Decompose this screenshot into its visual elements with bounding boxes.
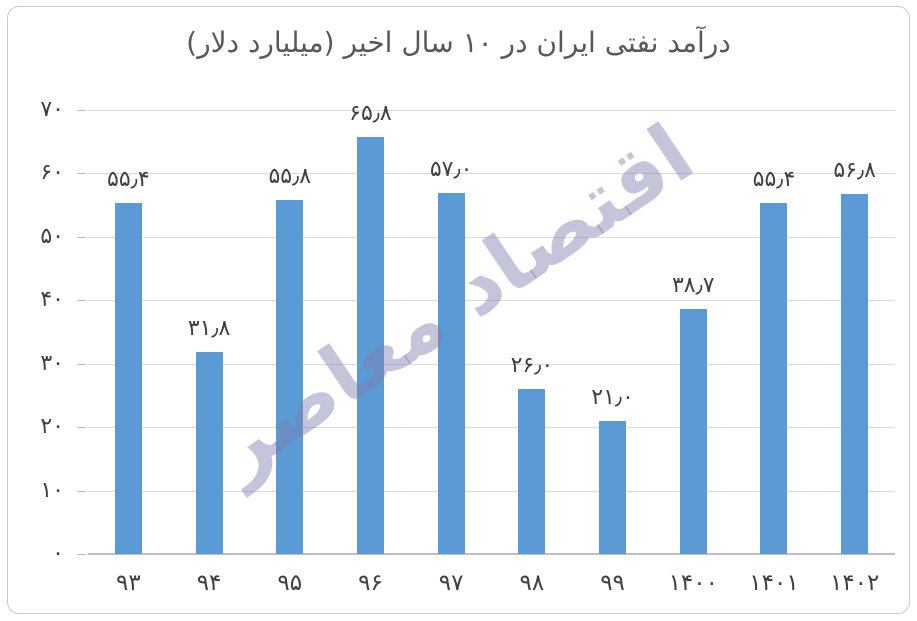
chart-title: درآمد نفتی ایران در ۱۰ سال اخیر (میلیارد… xyxy=(186,26,731,59)
bar-column: ۵۵٫۴ ۹۳ xyxy=(88,110,169,596)
bar xyxy=(114,202,142,554)
gridline xyxy=(88,491,895,492)
x-tick-label: ۹۶ xyxy=(358,570,383,596)
bar-value-label: ۳۱٫۸ xyxy=(187,316,231,342)
y-axis-tick xyxy=(77,364,86,365)
bar-value-label: ۳۸٫۷ xyxy=(671,272,715,298)
bar-value-label: ۲۱٫۰ xyxy=(591,384,634,410)
bar-value-label: ۵۵٫۴ xyxy=(107,166,150,192)
bar-column: ۵۶٫۸ ۱۴۰۲ xyxy=(814,110,895,596)
bar-column: ۵۷٫۰ ۹۷ xyxy=(411,110,492,597)
x-tick-label: ۹۸ xyxy=(519,570,545,596)
bar xyxy=(276,200,304,554)
bar xyxy=(518,389,546,554)
x-tick-label: ۹۵ xyxy=(277,570,303,596)
bar xyxy=(679,308,707,554)
bar-column: ۲۱٫۰ ۹۹ xyxy=(572,110,653,596)
bar-column: ۶۵٫۸ ۹۶ xyxy=(330,101,411,596)
bar-value-label: ۵۵٫۴ xyxy=(752,166,796,192)
x-tick-label: ۱۴۰۲ xyxy=(829,570,880,596)
x-tick-label: ۹۹ xyxy=(600,570,625,596)
bar xyxy=(760,202,788,554)
x-tick-label: ۹۳ xyxy=(115,570,141,596)
bar-column: ۲۶٫۰ ۹۸ xyxy=(492,110,573,596)
y-axis-tick xyxy=(77,554,86,555)
x-tick-label: ۹۷ xyxy=(438,570,464,596)
bar xyxy=(195,352,223,554)
y-tick-label: ۳۰ xyxy=(40,351,64,376)
bar xyxy=(599,420,627,554)
y-tick-label: ۲۰ xyxy=(40,414,64,439)
bar-value-label: ۵۵٫۸ xyxy=(268,164,312,190)
gridline xyxy=(88,237,895,238)
y-tick-label: ۶۰ xyxy=(40,160,64,185)
y-tick-label: ۰ xyxy=(52,541,64,566)
bar-column: ۳۱٫۸ ۹۴ xyxy=(169,110,250,596)
gridline xyxy=(88,110,895,111)
gridline xyxy=(88,364,895,365)
bar-value-label: ۲۶٫۰ xyxy=(510,353,554,379)
y-axis-tick xyxy=(77,427,86,428)
gridline xyxy=(88,173,895,174)
gridline xyxy=(88,300,895,301)
y-axis-tick xyxy=(77,173,86,174)
bar-value-label: ۶۵٫۸ xyxy=(349,100,392,126)
bar-value-label: ۵۷٫۰ xyxy=(429,156,473,182)
bar-column: ۳۸٫۷ ۱۴۰۰ xyxy=(653,110,734,597)
y-axis-tick xyxy=(77,237,86,238)
bar-columns: ۵۵٫۴ ۹۳ ۳۱٫۸ ۹۴ ۵۵٫۸ ۹۵ ۶۵٫۸ ۹۶ ۵۷٫۰ ۹۷ ۲۶٫۰ ۹۸ ۲۱٫۰… xyxy=(88,101,895,597)
bar xyxy=(356,136,384,554)
bar xyxy=(437,192,465,554)
y-tick-label: ۱۰ xyxy=(40,478,64,503)
y-tick-label: ۷۰ xyxy=(40,97,64,122)
x-tick-label: ۱۴۰۱ xyxy=(749,570,799,596)
bar xyxy=(841,193,869,554)
gridline xyxy=(88,427,895,428)
y-tick-label: ۴۰ xyxy=(40,287,64,312)
y-axis-tick xyxy=(77,300,86,301)
bar-value-label: ۵۶٫۸ xyxy=(833,157,876,183)
x-tick-label: ۱۴۰۰ xyxy=(668,570,718,596)
y-axis-tick xyxy=(77,110,86,111)
bar-column: ۵۵٫۴ ۱۴۰۱ xyxy=(734,110,815,596)
y-axis-tick xyxy=(77,491,86,492)
plot-area: ۷۰ ۶۰ ۵۰ ۴۰ ۳۰ ۲۰ ۱۰ ۰ ۵۵٫۴ ۹۳ ۳۱٫۸ ۹۴ ۵۵٫۸ ۹۵ ۶۵٫۸ ۹۶ ۵… xyxy=(40,97,895,597)
y-tick-label: ۵۰ xyxy=(40,224,64,249)
x-axis-line xyxy=(88,553,895,555)
bar-column: ۵۵٫۸ ۹۵ xyxy=(249,110,330,596)
x-tick-label: ۹۴ xyxy=(196,570,222,596)
